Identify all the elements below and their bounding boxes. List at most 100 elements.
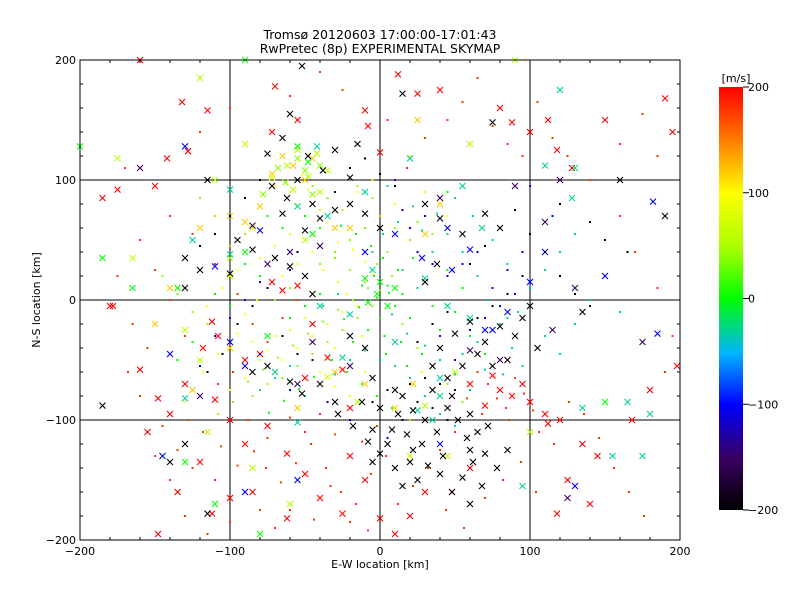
data-point-cross bbox=[309, 320, 316, 328]
data-point-cross bbox=[414, 90, 421, 97]
data-point-cross bbox=[361, 344, 369, 352]
data-point-dot bbox=[214, 293, 216, 295]
data-point-cross bbox=[466, 140, 474, 148]
data-point-dot bbox=[236, 332, 239, 335]
data-point-cross bbox=[399, 482, 406, 490]
data-point-dot bbox=[487, 299, 489, 301]
data-point-dot bbox=[454, 389, 456, 391]
data-point-dot bbox=[397, 269, 399, 271]
data-point-dot bbox=[521, 365, 524, 367]
data-point-cross bbox=[649, 198, 657, 205]
data-point-cross bbox=[189, 236, 196, 244]
data-point-cross bbox=[286, 248, 294, 256]
data-point-dot bbox=[401, 209, 404, 211]
data-point-dot bbox=[139, 239, 141, 241]
data-point-dot bbox=[236, 269, 239, 271]
data-point-cross bbox=[106, 302, 114, 310]
data-point-dot bbox=[446, 233, 449, 235]
data-point-cross bbox=[481, 210, 489, 217]
data-point-cross bbox=[174, 284, 181, 292]
data-point-cross bbox=[484, 422, 492, 430]
data-point-dot bbox=[292, 344, 294, 347]
data-point-dot bbox=[491, 239, 494, 241]
data-point-dot bbox=[356, 191, 359, 193]
data-point-dot bbox=[379, 215, 381, 217]
data-point-dot bbox=[289, 509, 291, 511]
data-point-dot bbox=[349, 269, 351, 271]
data-point-cross bbox=[541, 410, 549, 418]
data-point-dot bbox=[349, 167, 351, 169]
data-point-dot bbox=[206, 533, 209, 535]
data-point-cross bbox=[526, 128, 534, 136]
data-point-cross bbox=[249, 368, 256, 376]
data-point-dot bbox=[454, 311, 456, 313]
data-point-cross bbox=[601, 272, 609, 280]
data-point-cross bbox=[504, 446, 511, 454]
data-point-cross bbox=[639, 452, 646, 460]
data-point-dot bbox=[529, 287, 531, 289]
y-axis-label: N-S location [km] bbox=[30, 252, 43, 348]
data-point-dot bbox=[169, 479, 171, 481]
data-point-cross bbox=[196, 356, 204, 364]
data-point-dot bbox=[412, 205, 414, 208]
data-point-dot bbox=[127, 371, 129, 373]
data-point-dot bbox=[356, 185, 359, 187]
data-point-dot bbox=[289, 317, 291, 319]
data-point-cross bbox=[519, 314, 526, 322]
data-point-dot bbox=[199, 197, 201, 199]
data-point-dot bbox=[244, 377, 246, 379]
data-point-dot bbox=[154, 455, 156, 457]
data-point-dot bbox=[409, 419, 411, 421]
data-point-cross bbox=[409, 380, 417, 388]
data-point-cross bbox=[196, 392, 204, 400]
data-point-cross bbox=[466, 347, 474, 354]
data-point-cross bbox=[294, 176, 301, 184]
data-point-dot bbox=[379, 359, 381, 361]
data-point-cross bbox=[204, 428, 211, 436]
data-point-cross bbox=[646, 410, 654, 418]
data-point-dot bbox=[289, 389, 291, 391]
data-point-cross bbox=[271, 83, 279, 90]
data-point-dot bbox=[232, 371, 234, 373]
y-tick-label: 200 bbox=[55, 54, 76, 67]
data-point-cross bbox=[391, 338, 399, 346]
data-point-dot bbox=[461, 251, 464, 253]
data-point-dot bbox=[367, 529, 369, 532]
data-point-dot bbox=[266, 349, 269, 352]
data-point-dot bbox=[199, 245, 201, 247]
data-point-cross bbox=[286, 110, 294, 118]
data-point-cross bbox=[354, 140, 361, 148]
data-point-cross bbox=[166, 350, 174, 358]
data-point-dot bbox=[206, 323, 209, 325]
data-point-cross bbox=[316, 494, 324, 502]
data-point-cross bbox=[466, 246, 474, 253]
data-point-dot bbox=[311, 359, 314, 361]
data-point-cross bbox=[481, 450, 489, 457]
data-point-dot bbox=[281, 377, 284, 379]
data-point-cross bbox=[364, 122, 372, 130]
data-point-dot bbox=[371, 272, 374, 275]
data-point-dot bbox=[461, 401, 464, 403]
data-point-cross bbox=[346, 174, 354, 181]
data-point-dot bbox=[307, 332, 309, 335]
data-point-dot bbox=[445, 509, 447, 511]
data-point-cross bbox=[601, 116, 609, 124]
data-point-dot bbox=[626, 251, 629, 253]
data-point-dot bbox=[244, 233, 246, 235]
data-point-dot bbox=[334, 347, 336, 349]
data-point-cross bbox=[433, 260, 441, 268]
data-point-cross bbox=[571, 482, 579, 490]
data-point-cross bbox=[283, 515, 291, 522]
data-point-cross bbox=[271, 368, 279, 376]
data-point-dot bbox=[349, 521, 351, 523]
data-point-cross bbox=[394, 410, 402, 418]
data-point-cross bbox=[406, 458, 414, 466]
data-point-dot bbox=[476, 251, 479, 253]
data-point-dot bbox=[469, 389, 471, 391]
data-point-dot bbox=[236, 293, 239, 295]
data-point-dot bbox=[559, 203, 561, 205]
data-point-dot bbox=[439, 359, 441, 361]
data-point-cross bbox=[459, 362, 466, 370]
data-point-dot bbox=[341, 329, 344, 331]
data-point-cross bbox=[391, 530, 399, 538]
